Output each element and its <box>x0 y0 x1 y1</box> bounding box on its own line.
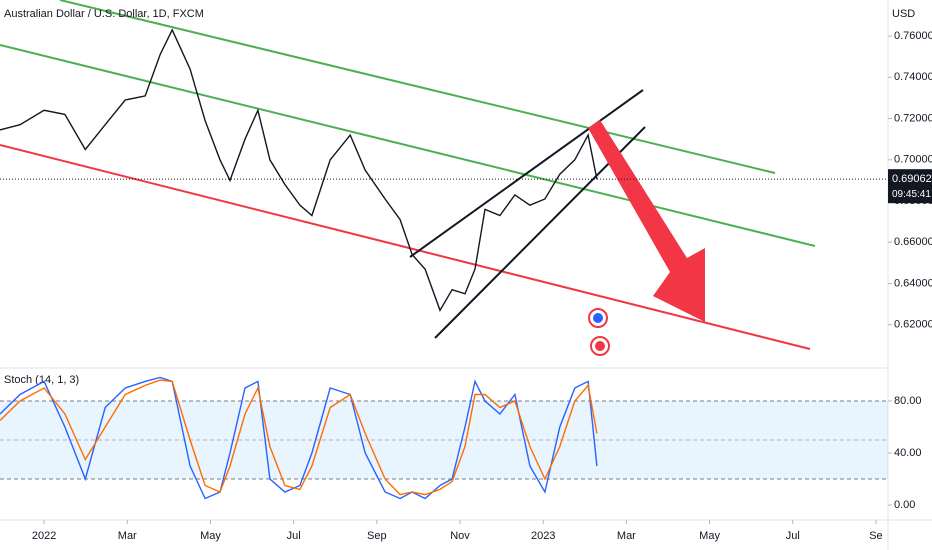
y-tick-label: 0.64000 <box>894 277 932 289</box>
x-tick-label: Sep <box>367 530 387 542</box>
y-tick-label: 0.74000 <box>894 71 932 83</box>
y-tick-label: 0.76000 <box>894 30 932 42</box>
indicator-title: Stoch (14, 1, 3) <box>4 374 79 386</box>
price-line <box>0 28 598 312</box>
wedge-line <box>409 89 644 258</box>
x-tick-label: 2023 <box>531 530 555 542</box>
chart-title: Australian Dollar / U.S. Dollar, 1D, FXC… <box>4 8 204 20</box>
channel-line <box>0 44 816 247</box>
y-tick-label: 0.72000 <box>894 112 932 124</box>
y-tick-label: 0.62000 <box>894 319 932 331</box>
x-tick-label: Jul <box>786 530 800 542</box>
y-tick-label: 0.66000 <box>894 236 932 248</box>
channel-line <box>59 0 776 174</box>
y-tick-label: 80.00 <box>894 395 922 407</box>
currency: USD <box>892 8 915 20</box>
x-tick-label: Se <box>869 530 882 542</box>
y-tick-label: 0.70000 <box>894 154 932 166</box>
last-price-box <box>888 169 932 204</box>
x-tick-label: Mar <box>118 530 137 542</box>
event-icon <box>595 341 605 351</box>
event-icon <box>593 313 603 323</box>
x-tick-label: Jul <box>287 530 301 542</box>
stoch-line <box>0 379 598 496</box>
x-tick-label: May <box>699 530 720 542</box>
countdown-label: 09:45:41 <box>892 189 931 200</box>
last-price-label: 0.69062 <box>892 173 932 185</box>
x-tick-label: Mar <box>617 530 636 542</box>
y-tick-label: 40.00 <box>894 447 922 459</box>
x-tick-label: Nov <box>450 530 470 542</box>
arrow <box>588 120 705 322</box>
y-tick-label: 0.00 <box>894 499 915 511</box>
x-tick-label: May <box>200 530 221 542</box>
x-tick-label: 2022 <box>32 530 56 542</box>
